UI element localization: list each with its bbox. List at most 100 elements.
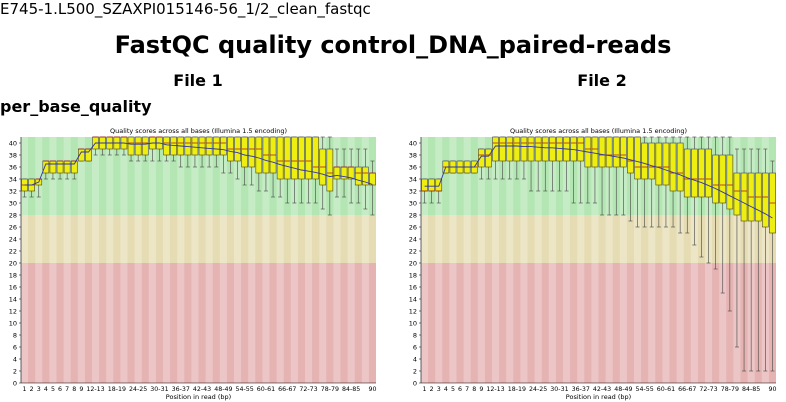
box-58-59 [255, 136, 263, 192]
column-stripe [163, 137, 171, 383]
box-60-61 [662, 136, 670, 228]
y-tick-label: 6 [13, 343, 17, 351]
column-stripe [662, 137, 670, 383]
box [333, 166, 341, 180]
box [49, 160, 57, 174]
box-90 [769, 160, 776, 372]
y-tick-label: 6 [413, 343, 417, 351]
column-stripe [605, 137, 613, 383]
box [163, 136, 170, 156]
box-50-51 [627, 136, 634, 222]
box [212, 136, 220, 156]
box [220, 136, 227, 156]
y-tick-label: 14 [9, 295, 17, 303]
column-stripe [191, 137, 199, 383]
column-stripe [49, 137, 57, 383]
box-24-25 [134, 136, 142, 162]
box-50-51 [227, 136, 234, 174]
x-tick-label: 54-55 [235, 386, 253, 393]
column-stripe [120, 137, 128, 383]
box [255, 136, 263, 174]
y-tick-label: 30 [409, 199, 417, 207]
column-stripe [463, 137, 471, 383]
box [605, 136, 613, 168]
box [141, 136, 149, 156]
y-tick-label: 14 [409, 295, 417, 303]
box-64-65 [276, 136, 284, 198]
box-1 [421, 178, 428, 204]
x-tick-label: 78-79 [321, 386, 339, 393]
x-axis-label: Position in read (bp) [566, 393, 631, 401]
box-34-35 [170, 136, 177, 162]
box [662, 142, 670, 186]
box [549, 136, 556, 162]
box [421, 178, 428, 192]
y-tick-label: 26 [409, 223, 417, 231]
column-stripe [506, 137, 514, 383]
box-74-75 [312, 136, 319, 204]
column-stripe [548, 137, 556, 383]
x-tick-label: 78-79 [721, 386, 739, 393]
x-tick-label: 7 [465, 386, 469, 393]
box [298, 136, 305, 180]
box-72-73 [705, 136, 712, 264]
x-tick-label: 84-85 [742, 386, 760, 393]
column-stripe [205, 137, 213, 383]
box [362, 166, 369, 186]
column-stripe [276, 137, 284, 383]
box [577, 136, 585, 162]
box [326, 148, 334, 192]
box [698, 148, 705, 198]
x-tick-label: 12-13 [86, 386, 104, 393]
y-tick-label: 18 [409, 271, 417, 279]
box-86-87 [754, 148, 762, 372]
column-stripe [361, 137, 369, 383]
x-tick-label: 84-85 [342, 386, 360, 393]
box [205, 136, 213, 156]
box [712, 154, 719, 204]
x-tick-label: 66-67 [278, 386, 296, 393]
bad-zone [21, 263, 376, 383]
box-9 [478, 148, 485, 180]
box [127, 136, 135, 156]
box-2 [428, 178, 435, 204]
column-stripe [648, 137, 656, 383]
box [198, 136, 206, 156]
box-72-73 [305, 136, 312, 204]
box-66-67 [283, 136, 291, 204]
x-tick-label: 6 [458, 386, 462, 393]
warn-zone [421, 215, 776, 263]
file-2-heading: File 2 [577, 71, 627, 90]
box [627, 136, 634, 174]
box-56-57 [248, 136, 256, 186]
y-tick-label: 22 [9, 247, 17, 255]
y-tick-label: 12 [9, 307, 17, 315]
column-stripe [634, 137, 642, 383]
column-stripe [148, 137, 156, 383]
box [305, 136, 312, 180]
x-tick-label: 12-13 [486, 386, 504, 393]
box [485, 148, 492, 168]
x-tick-label: 4 [444, 386, 448, 393]
x-tick-label: 9 [479, 386, 483, 393]
column-stripe [290, 137, 298, 383]
box-74-75 [712, 136, 719, 270]
column-stripe [619, 137, 627, 383]
file-path: E745-1.L500_SZAXPI015146-56_1/2_clean_fa… [0, 0, 371, 18]
box [762, 172, 769, 228]
column-stripe [676, 137, 684, 383]
y-tick-label: 18 [9, 271, 17, 279]
y-tick-label: 4 [413, 355, 417, 363]
box [70, 160, 78, 174]
column-stripe [77, 137, 85, 383]
box-1 [21, 178, 28, 198]
box-22-23 [527, 136, 535, 192]
y-tick-label: 36 [409, 163, 417, 171]
box [276, 136, 284, 180]
x-tick-label: 48-49 [614, 386, 632, 393]
column-stripe [35, 137, 43, 383]
box-42-43 [198, 136, 206, 168]
x-tick-label: 1 [423, 386, 427, 393]
box-58-59 [655, 136, 663, 228]
column-stripe [534, 137, 542, 383]
